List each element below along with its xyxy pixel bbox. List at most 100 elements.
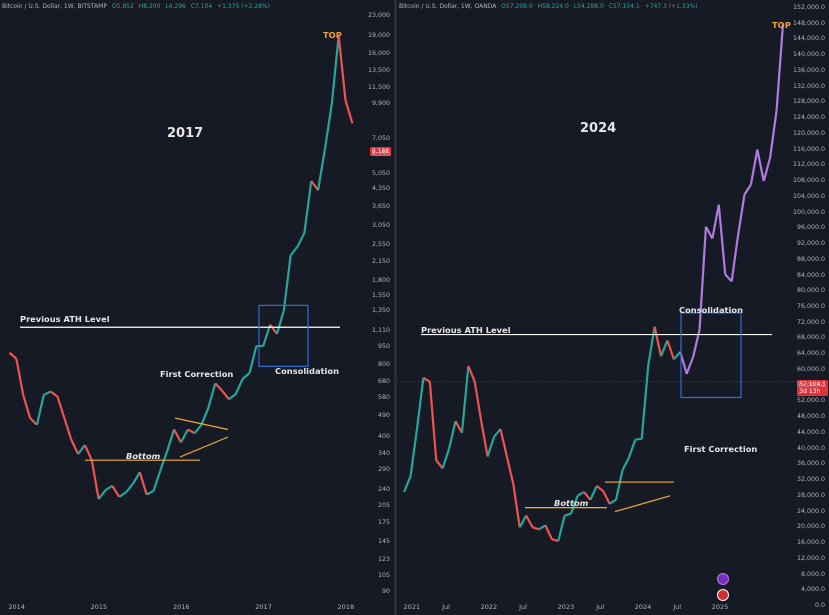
price-segment [187,428,196,435]
price-segment [125,483,134,493]
first-correction-label: First Correction [684,444,758,454]
price-segment [570,495,579,514]
price-segment [146,489,155,496]
price-segment [730,235,740,282]
y-tick-label: 680 [377,377,390,385]
x-tick-label: 2022 [480,603,498,611]
consolidation-box [680,312,742,399]
y-tick-label: 145 [377,538,390,546]
price-segment [544,524,553,540]
ath-label: Previous ATH Level [20,314,110,324]
earnings-icon[interactable] [717,589,729,601]
price-segment [692,329,701,358]
y-tick-label: 19,000 [367,31,390,39]
price-segment [448,420,457,449]
price-segment [769,110,778,158]
panel-divider[interactable] [394,0,397,615]
price-segment [415,377,425,430]
y-tick-label: 4,000.0 [800,586,825,594]
first-correction-label: First Correction [160,369,234,379]
ohlc-open: O57,209.0 [501,3,533,10]
y-tick-label: 950 [377,343,390,351]
chart-title-2017: 2017 [167,126,204,141]
ohlc-close: C57,104.1 [608,3,640,10]
y-tick-label: 1,350 [371,306,390,314]
chart-panel-2024[interactable]: Bitcoin / U.S. Dollar, 1W, OANDA O57,209… [397,0,829,615]
price-segment [653,326,663,357]
price-segment [248,345,258,374]
price-segment [179,428,189,443]
price-segment [323,103,333,150]
price-segment [743,184,752,196]
price-segment [525,514,534,528]
price-segment [317,148,327,191]
y-tick-label: 88,000.0 [796,255,825,263]
price-segment [717,204,727,275]
price-segment [635,437,642,441]
price-segment [685,356,695,375]
y-tick-label: 800 [377,360,390,368]
y-tick-label: 2,550 [371,240,390,248]
price-segment [173,428,182,443]
y-tick-label: 2,150 [371,258,390,266]
y-tick-label: 60,000.0 [796,365,825,373]
y-tick-label: 128,000.0 [792,98,825,106]
price-segment [673,351,682,361]
price-segment [486,436,496,457]
consolidation-label: Consolidation [679,305,743,315]
symbol-label: Bitcoin / U.S. Dollar, 1W, BITSTAMP [2,3,107,10]
price-segment [532,526,540,531]
lightning-icon[interactable] [717,573,729,585]
y-tick-label: 490 [377,411,390,419]
price-segment [337,35,347,101]
top-label: TOP [772,20,791,30]
x-tick-label: 2018 [337,603,355,611]
y-tick-label: 1,550 [371,292,390,300]
y-tick-label: 23,000 [367,12,390,19]
y-tick-label: 64,000.0 [796,350,825,358]
price-segment [775,23,785,111]
y-tick-label: 16,000 [367,49,390,57]
price-segment [310,180,319,191]
price-segment [138,471,148,495]
y-tick-label: 580 [377,394,390,402]
price-segment [583,491,592,501]
price-segment [762,157,772,182]
price-segment [104,484,113,492]
y-tick-label: 3,050 [371,221,390,229]
price-segment [467,365,476,383]
y-tick-label: 104,000.0 [792,192,825,200]
price-segment [282,255,292,311]
price-segment [269,323,278,335]
y-tick-label: 240 [377,486,390,494]
ohlc-change: +1,375 (+2.28%) [217,3,270,10]
y-tick-label: 152,000.0 [792,4,825,11]
price-segment [166,429,176,452]
y-tick-label: 84,000.0 [796,271,825,279]
x-tick-label: 2015 [90,603,108,611]
ath-label: Previous ATH Level [421,325,511,335]
price-segment [609,498,617,505]
y-tick-label: 56,000.0 [796,381,825,389]
price-segment [43,390,52,396]
price-segment [35,394,45,426]
chart-canvas-2017[interactable] [0,0,394,615]
chart-canvas-2024[interactable] [397,0,829,615]
price-segment [621,457,630,471]
price-segment [564,512,572,517]
y-tick-label: 44,000.0 [796,428,825,436]
y-tick-label: 400 [377,433,390,440]
y-tick-label: 148,000.0 [792,19,825,27]
y-tick-label: 112,000.0 [792,161,825,169]
price-segment [77,444,86,455]
y-tick-label: 20,000.0 [796,523,825,531]
price-segment [480,420,489,457]
price-segment [207,383,217,409]
ohlc-low: L4,296 [165,3,186,10]
y-tick-label: 3,650 [371,203,390,211]
y-tick-label: 40,000.0 [796,444,825,452]
symbol-label: Bitcoin / U.S. Dollar, 1W, OANDA [399,3,497,10]
ohlc-close: C7,104 [190,3,213,10]
chart-panel-2017[interactable]: Bitcoin / U.S. Dollar, 1W, BITSTAMP O5,8… [0,0,394,615]
y-tick-label: 24,000.0 [796,507,825,515]
